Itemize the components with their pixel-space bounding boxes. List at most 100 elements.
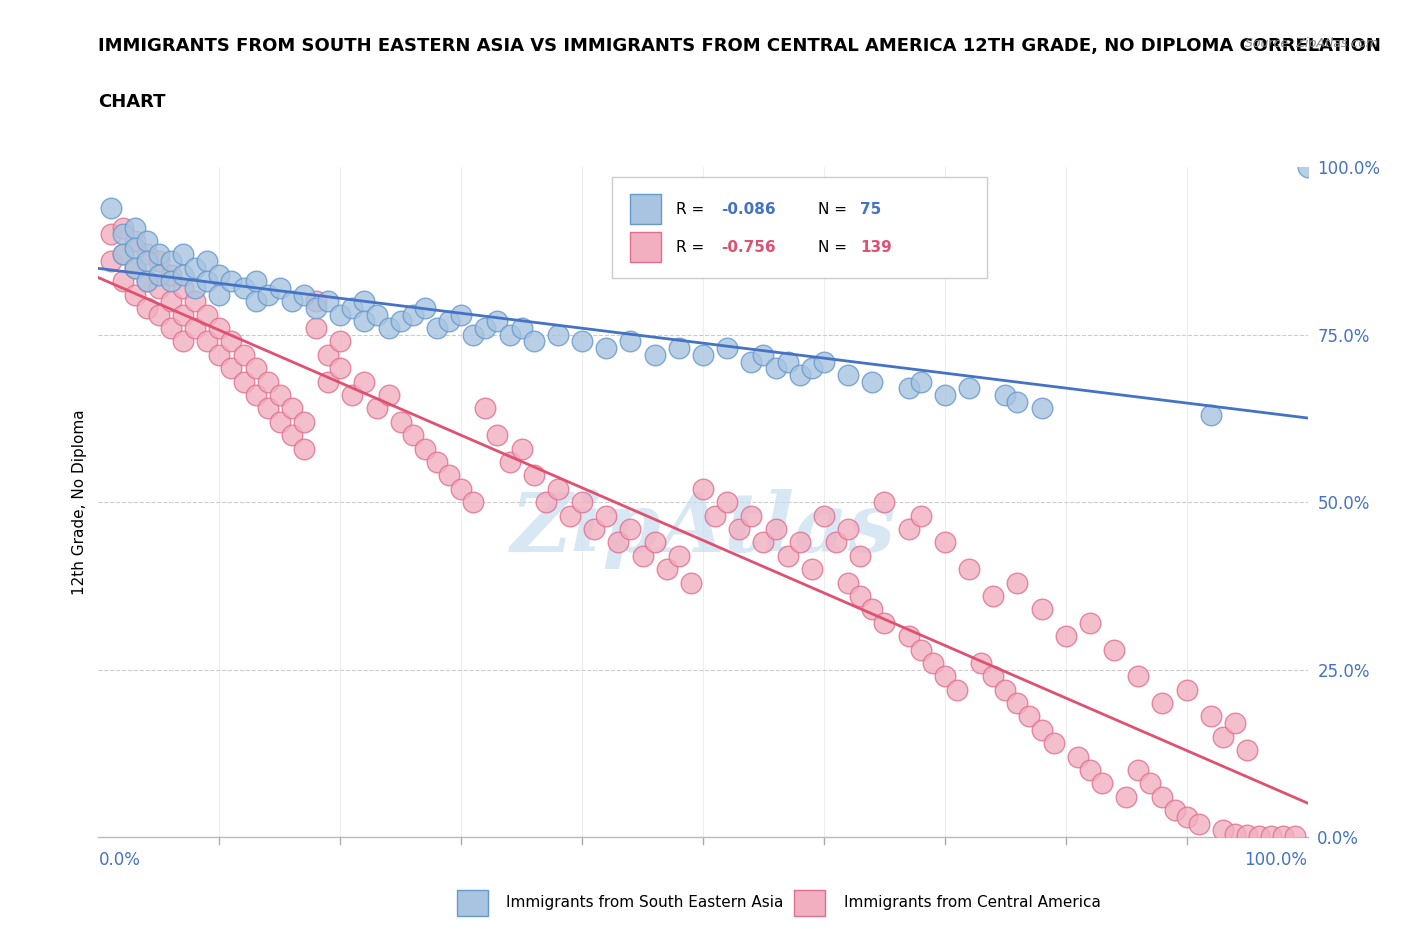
Point [245, 273, 267, 288]
Point [1128, 763, 1150, 777]
Text: N =: N = [818, 240, 852, 255]
Point [498, 327, 520, 342]
Point [111, 247, 134, 262]
Point [860, 602, 883, 617]
Point [329, 334, 352, 349]
Point [765, 522, 787, 537]
Point [1067, 750, 1090, 764]
Point [135, 300, 157, 315]
Point [692, 348, 714, 363]
Point [474, 321, 496, 336]
Point [789, 367, 811, 382]
Point [450, 482, 472, 497]
Point [329, 307, 352, 322]
Point [269, 388, 291, 403]
Point [413, 441, 436, 456]
Point [644, 348, 666, 363]
Point [776, 549, 799, 564]
Point [547, 327, 569, 342]
Point [316, 294, 339, 309]
Point [463, 327, 485, 342]
Point [269, 415, 291, 430]
Text: R =: R = [676, 202, 710, 217]
Point [426, 455, 449, 470]
Point [849, 589, 872, 604]
Point [208, 321, 231, 336]
Point [342, 388, 364, 403]
Point [1102, 642, 1125, 657]
Point [195, 334, 218, 349]
Point [100, 254, 122, 269]
Point [668, 549, 690, 564]
Point [232, 281, 254, 296]
Point [160, 267, 183, 282]
Point [245, 361, 267, 376]
Point [1007, 394, 1029, 409]
Point [389, 415, 412, 430]
Point [1296, 160, 1319, 175]
Point [172, 307, 194, 322]
Text: 75: 75 [860, 202, 882, 217]
Point [184, 260, 207, 275]
Point [245, 388, 267, 403]
Point [1078, 616, 1101, 631]
Point [437, 314, 460, 329]
Point [619, 334, 641, 349]
Point [994, 683, 1017, 698]
Point [256, 401, 278, 416]
Point [837, 575, 859, 590]
Text: Immigrants from South Eastern Asia: Immigrants from South Eastern Asia [506, 895, 783, 910]
Point [1175, 683, 1198, 698]
Point [402, 307, 425, 322]
Point [111, 227, 134, 242]
Text: Source: ZipAtlas.com: Source: ZipAtlas.com [1244, 37, 1378, 50]
Point [655, 562, 678, 577]
Point [160, 294, 183, 309]
Text: N =: N = [818, 202, 852, 217]
Point [160, 254, 183, 269]
Point [1018, 709, 1040, 724]
Point [1212, 729, 1234, 744]
Point [221, 361, 243, 376]
Point [498, 455, 520, 470]
Point [1223, 716, 1246, 731]
Point [631, 549, 654, 564]
Point [1284, 829, 1306, 844]
Point [692, 482, 714, 497]
Point [377, 321, 399, 336]
Point [377, 388, 399, 403]
Point [281, 294, 304, 309]
Point [208, 267, 231, 282]
Point [256, 287, 278, 302]
Point [523, 334, 546, 349]
Point [124, 260, 146, 275]
Point [426, 321, 449, 336]
Point [946, 683, 969, 698]
Text: R =: R = [676, 240, 710, 255]
Point [256, 374, 278, 389]
Point [837, 367, 859, 382]
Point [195, 254, 218, 269]
Point [897, 629, 920, 644]
Point [474, 401, 496, 416]
Point [316, 348, 339, 363]
Point [776, 354, 799, 369]
Point [740, 354, 762, 369]
Point [510, 321, 533, 336]
Point [1236, 828, 1258, 843]
Point [100, 200, 122, 215]
Point [135, 233, 157, 248]
Point [716, 340, 738, 355]
Point [595, 508, 617, 523]
Text: 100.0%: 100.0% [1244, 851, 1308, 869]
Point [837, 522, 859, 537]
Point [523, 468, 546, 483]
Point [148, 254, 170, 269]
Point [292, 415, 315, 430]
Point [292, 441, 315, 456]
Point [450, 307, 472, 322]
Point [172, 281, 194, 296]
Point [607, 535, 630, 550]
Point [221, 273, 243, 288]
Point [1128, 669, 1150, 684]
